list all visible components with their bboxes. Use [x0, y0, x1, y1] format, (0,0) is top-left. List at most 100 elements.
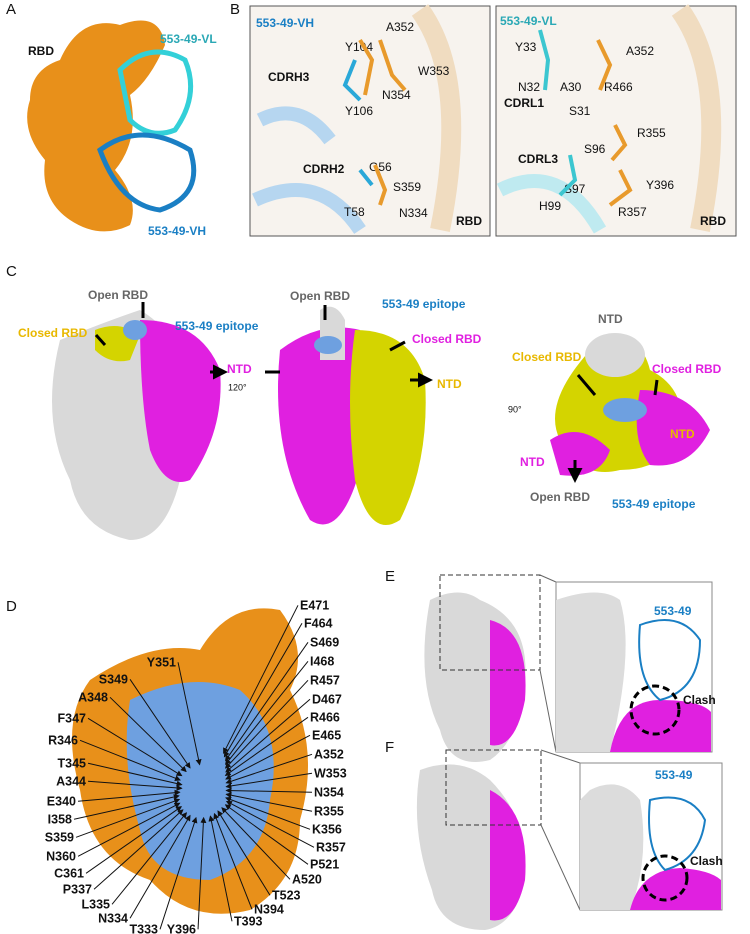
residue: S31: [569, 104, 591, 118]
pointer-arrow: [159, 816, 198, 930]
pointer-arrow: [109, 696, 187, 773]
view-label: Closed RBD: [512, 350, 582, 364]
ribbon: [411, 4, 462, 232]
zoom-line: [540, 749, 581, 911]
view-label: Open RBD: [530, 490, 590, 504]
view-label: NTD: [670, 427, 695, 441]
pointer-arrow: [225, 792, 313, 812]
residue: H99: [539, 199, 561, 213]
inset-surface: [556, 592, 626, 752]
vl-ribbon: [117, 49, 194, 136]
residue-label: C361: [54, 866, 84, 880]
view-label: 553-49 epitope: [382, 297, 466, 311]
pointer-arrow: [208, 815, 233, 922]
residue: A352: [386, 20, 414, 34]
panel-label: B: [230, 1, 240, 18]
residue-label: S469: [310, 635, 339, 649]
antibody-label: 553-49: [654, 604, 692, 618]
view-label: Closed RBD: [412, 332, 482, 346]
pointer-arrow: [223, 623, 303, 758]
pointer-arrow: [225, 642, 309, 762]
pointer-arrow: [213, 812, 253, 910]
spike-view-1: [52, 310, 221, 540]
residue-label: A520: [292, 872, 322, 886]
view-label: Closed RBD: [652, 362, 722, 376]
residue-label: N354: [314, 785, 344, 799]
rbd-surface: [27, 20, 166, 232]
panel-label: D: [6, 598, 17, 615]
residue-label: K356: [312, 822, 342, 836]
pointer-arrow: [217, 810, 271, 896]
residue-label: P521: [310, 857, 339, 871]
residue: N334: [399, 206, 428, 220]
ribbon: [252, 106, 366, 235]
view-label: 553-49 epitope: [175, 319, 259, 333]
pointer-arrow: [225, 800, 315, 848]
sticks: [538, 29, 578, 197]
view-label: NTD: [598, 312, 623, 326]
residue-label: D467: [312, 692, 342, 706]
residue-label: R346: [48, 733, 78, 747]
spike-view-3: [550, 333, 710, 476]
residue: A352: [626, 44, 654, 58]
spike: [490, 620, 526, 746]
residue: G56: [369, 160, 392, 174]
antibody-ribbon: [648, 796, 707, 872]
rotation-label: 120°: [228, 382, 247, 392]
residue-label: P337: [63, 882, 92, 896]
residue-label: R457: [310, 673, 340, 687]
cdr-label: CDRL3: [518, 152, 558, 166]
residue: W353: [418, 64, 450, 78]
residue: N32: [518, 80, 540, 94]
clash-circle: [641, 854, 689, 902]
clash-label: Clash: [690, 854, 723, 868]
rbd-label: RBD: [28, 44, 54, 58]
panel-label: F: [385, 739, 394, 756]
antibody-ribbon: [638, 619, 702, 702]
residue: Y33: [515, 40, 537, 54]
residue: R355: [637, 126, 666, 140]
zoom-box: [439, 574, 541, 671]
residue: T58: [344, 205, 365, 219]
clash-circle: [629, 684, 681, 736]
view-label: NTD: [520, 455, 545, 469]
spike: [490, 790, 526, 921]
pointer-arrow: [225, 734, 311, 780]
residue-label: N360: [46, 849, 76, 863]
residue: Y396: [646, 178, 674, 192]
pointer-arrow: [88, 780, 183, 791]
residue-label: A348: [78, 690, 108, 704]
residue-label: A352: [314, 747, 344, 761]
pointer-arrow: [87, 762, 183, 787]
residue-label: L335: [82, 897, 111, 911]
pointer-arrow: [111, 812, 188, 905]
residue-label: E471: [300, 598, 329, 612]
pointer-arrow: [225, 787, 313, 794]
residue-label: T345: [58, 756, 87, 770]
residue-label: E465: [312, 728, 341, 742]
residue-label: F464: [304, 616, 333, 630]
residue-label: N394: [254, 902, 284, 916]
pointer-arrow: [177, 662, 202, 766]
residue: R357: [618, 205, 647, 219]
residue: S359: [393, 180, 421, 194]
rbd-label: RBD: [700, 214, 726, 228]
inset-surface: [630, 868, 721, 910]
residue-label: I358: [48, 812, 72, 826]
pointer-arrow: [75, 798, 181, 838]
residue-label: E340: [47, 794, 76, 808]
view-label: 553-49 epitope: [612, 497, 696, 511]
cdr-label: CDRH2: [303, 162, 345, 176]
pointer-arrow: [73, 794, 180, 820]
residue-label: R355: [314, 804, 344, 818]
residue-label: A344: [56, 774, 86, 788]
vl-label: 553-49-VL: [160, 32, 217, 46]
vh-ribbon: [97, 132, 197, 213]
pointer-arrow: [77, 802, 181, 857]
pointer-arrow: [224, 679, 309, 769]
chain-label: 553-49-VL: [500, 14, 557, 28]
pointer-arrow: [223, 605, 299, 754]
pointer-arrow: [224, 804, 309, 865]
panel-label: A: [6, 1, 16, 18]
